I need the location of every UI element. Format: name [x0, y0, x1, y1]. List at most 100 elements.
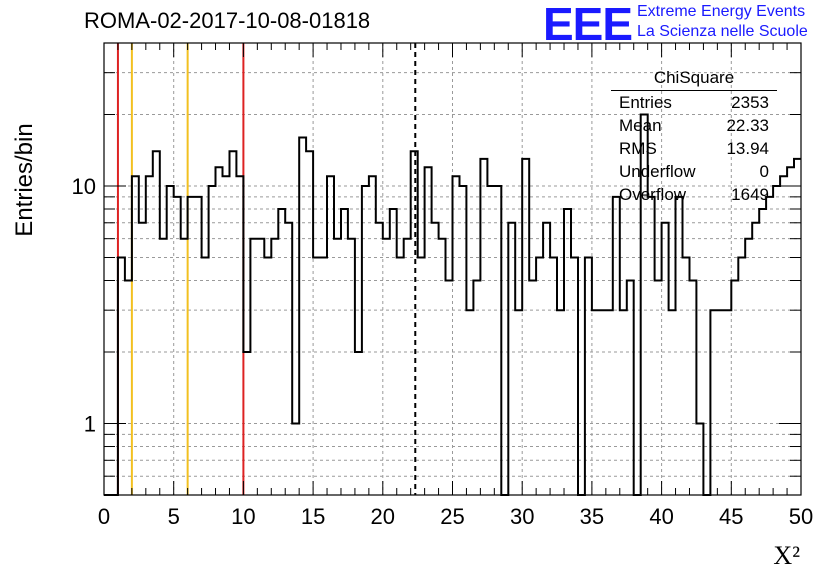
histogram-bin — [202, 257, 209, 495]
run-title: ROMA-02-2017-10-08-01818 — [84, 8, 371, 33]
x-axis-label: X² — [773, 541, 800, 570]
stats-value: 1649 — [731, 185, 769, 204]
histogram-bin — [780, 176, 787, 495]
x-tick-label: 45 — [719, 504, 743, 529]
histogram-bin — [146, 176, 153, 495]
histogram-bin — [425, 167, 432, 495]
histogram-bin — [543, 223, 550, 495]
histogram-bin — [453, 176, 460, 495]
x-tick-label: 35 — [580, 504, 604, 529]
histogram-bin — [299, 138, 306, 495]
y-axis-label: Entries/bin — [11, 123, 38, 236]
stats-row-mean: Mean 22.33 — [611, 114, 777, 137]
histogram-bin — [459, 186, 466, 495]
histogram-bin — [250, 239, 257, 495]
histogram-bin — [773, 186, 780, 495]
histogram-bin — [222, 176, 229, 495]
histogram-bin — [313, 257, 320, 495]
histogram-bin — [334, 239, 341, 495]
stats-label: RMS — [619, 139, 657, 158]
x-tick-label: 25 — [440, 504, 464, 529]
y-tick-label: 10 — [72, 174, 96, 199]
x-tick-label: 50 — [789, 504, 813, 529]
histogram-bin — [195, 197, 202, 495]
histogram-bin — [473, 281, 480, 495]
eee-logo: EEE — [543, 0, 633, 50]
histogram-bin — [376, 223, 383, 495]
stats-label: Overflow — [619, 185, 687, 204]
y-tick-label: 1 — [84, 412, 96, 437]
stats-value: 0 — [759, 162, 769, 181]
histogram-bin — [662, 223, 669, 495]
histogram-bin — [620, 310, 627, 495]
stats-title: ChiSquare — [611, 66, 777, 91]
histogram-bin — [529, 281, 536, 495]
histogram-bin — [362, 186, 369, 495]
histogram-bin — [745, 239, 752, 495]
histogram-bin — [327, 176, 334, 495]
histogram-bin — [669, 310, 676, 495]
histogram-bin — [592, 310, 599, 495]
histogram-bin — [494, 186, 501, 495]
histogram-bin — [236, 176, 243, 495]
histogram-bin — [153, 151, 160, 495]
histogram-bin — [585, 257, 592, 495]
histogram-bin — [627, 281, 634, 495]
stats-label: Underflow — [619, 162, 696, 181]
stats-row-rms: RMS 13.94 — [611, 137, 777, 160]
histogram-bin — [508, 223, 515, 495]
logo-tagline: Extreme Energy Events La Scienza nelle S… — [637, 2, 808, 42]
histogram-bin — [676, 197, 683, 495]
histogram-bin — [655, 281, 662, 495]
histogram-bin — [174, 197, 181, 495]
logo-line-2: La Scienza nelle Scuole — [637, 23, 808, 40]
histogram-bin — [717, 310, 724, 495]
histogram-bin — [752, 223, 759, 495]
histogram-bin — [411, 151, 418, 495]
histogram-bin — [167, 186, 174, 495]
histogram-bin — [515, 310, 522, 495]
ticks-layer: 0 5 10 15 20 25 30 35 40 45 50 1 10 — [72, 42, 813, 529]
x-tick-label: 15 — [301, 504, 325, 529]
x-tick-label: 10 — [231, 504, 255, 529]
histogram-bin — [348, 239, 355, 495]
histogram-layer — [104, 113, 801, 496]
x-tick-label: 5 — [168, 504, 180, 529]
histogram-bin — [787, 167, 794, 495]
histogram-bin — [160, 239, 167, 495]
histogram-bin — [439, 239, 446, 495]
stats-box: ChiSquare Entries 2353 Mean 22.33 RMS 13… — [611, 66, 777, 206]
stats-value: 2353 — [731, 93, 769, 112]
histogram-bin — [132, 176, 139, 495]
histogram-bin — [188, 197, 195, 495]
histogram-bin — [125, 281, 132, 495]
histogram-bin — [118, 257, 125, 495]
histogram-bin — [487, 186, 494, 495]
reference-lines-layer — [116, 43, 417, 495]
histogram-bin — [466, 310, 473, 495]
histogram-bin — [320, 257, 327, 495]
histogram-bin — [766, 197, 773, 495]
stats-label: Entries — [619, 93, 672, 112]
histogram-bin — [139, 223, 146, 495]
histogram-bin — [285, 223, 292, 495]
stats-value: 22.33 — [726, 116, 769, 135]
histogram-bin — [606, 310, 613, 495]
histogram-bin — [257, 239, 264, 495]
histogram-bin — [683, 257, 690, 495]
stats-row-entries: Entries 2353 — [611, 91, 777, 114]
histogram-bin — [648, 197, 655, 495]
histogram-bin — [571, 257, 578, 495]
stats-row-overflow: Overflow 1649 — [611, 183, 777, 206]
histogram-bin — [229, 151, 236, 495]
histogram-bin — [383, 239, 390, 495]
histogram-bin — [216, 167, 223, 495]
x-tick-label: 30 — [510, 504, 534, 529]
histogram-outline — [104, 113, 801, 496]
histogram-bin — [731, 281, 738, 495]
histogram-bin — [710, 310, 717, 495]
histogram-bin — [271, 239, 278, 495]
x-tick-label: 40 — [649, 504, 673, 529]
histogram-bin — [557, 310, 564, 495]
